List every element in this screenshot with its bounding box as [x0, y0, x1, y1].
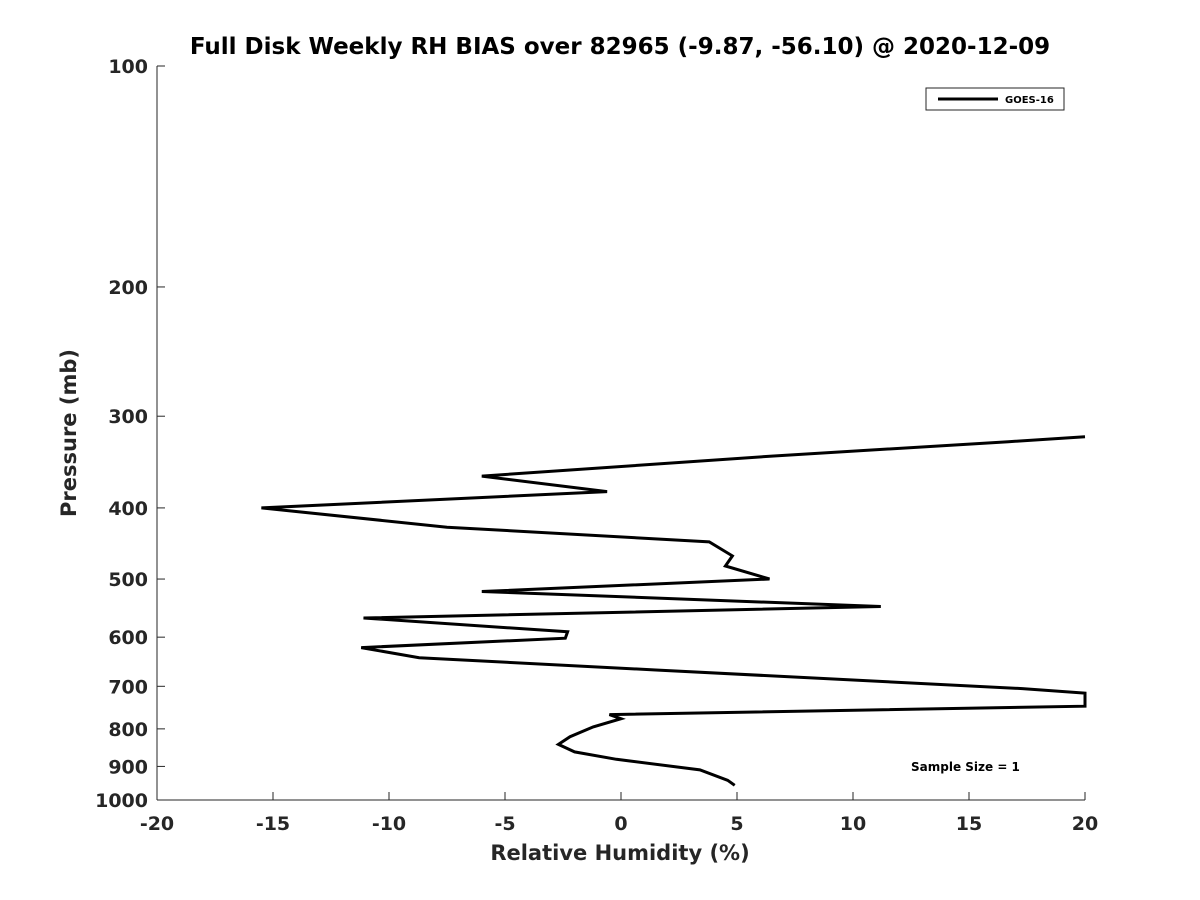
x-axis-ticks: -20 -15 -10 -5 0 5 10 15 20 — [140, 792, 1098, 835]
y-tick-label: 200 — [108, 277, 148, 299]
y-tick-label: 300 — [108, 406, 148, 428]
y-tick-label: 700 — [108, 676, 148, 698]
series-line-goes-16 — [261, 435, 1087, 787]
y-tick-label: 1000 — [95, 790, 148, 812]
x-tick-label: -15 — [256, 813, 290, 835]
x-tick-label: 20 — [1072, 813, 1098, 835]
x-axis-label: Relative Humidity (%) — [490, 841, 749, 865]
chart-title: Full Disk Weekly RH BIAS over 82965 (-9.… — [190, 34, 1050, 60]
sample-size-annotation: Sample Size = 1 — [911, 760, 1020, 774]
y-tick-label: 900 — [108, 756, 148, 778]
y-tick-label: 100 — [108, 56, 148, 78]
series-group — [261, 435, 1087, 787]
legend-label: GOES-16 — [1005, 95, 1054, 106]
legend: GOES-16 — [925, 87, 1065, 111]
y-tick-label: 500 — [108, 569, 148, 591]
y-axis-ticks: 100 200 300 400 500 600 700 800 900 1000 — [95, 56, 165, 812]
plot-area — [157, 66, 1085, 800]
y-tick-label: 600 — [108, 627, 148, 649]
y-axis-label: Pressure (mb) — [57, 349, 81, 517]
y-tick-label: 800 — [108, 719, 148, 741]
x-tick-label: -10 — [372, 813, 406, 835]
x-tick-label: 5 — [730, 813, 743, 835]
x-tick-label: 0 — [614, 813, 627, 835]
y-tick-label: 400 — [108, 498, 148, 520]
x-tick-label: -5 — [494, 813, 515, 835]
x-tick-label: -20 — [140, 813, 174, 835]
x-tick-label: 10 — [840, 813, 866, 835]
x-tick-label: 15 — [956, 813, 982, 835]
